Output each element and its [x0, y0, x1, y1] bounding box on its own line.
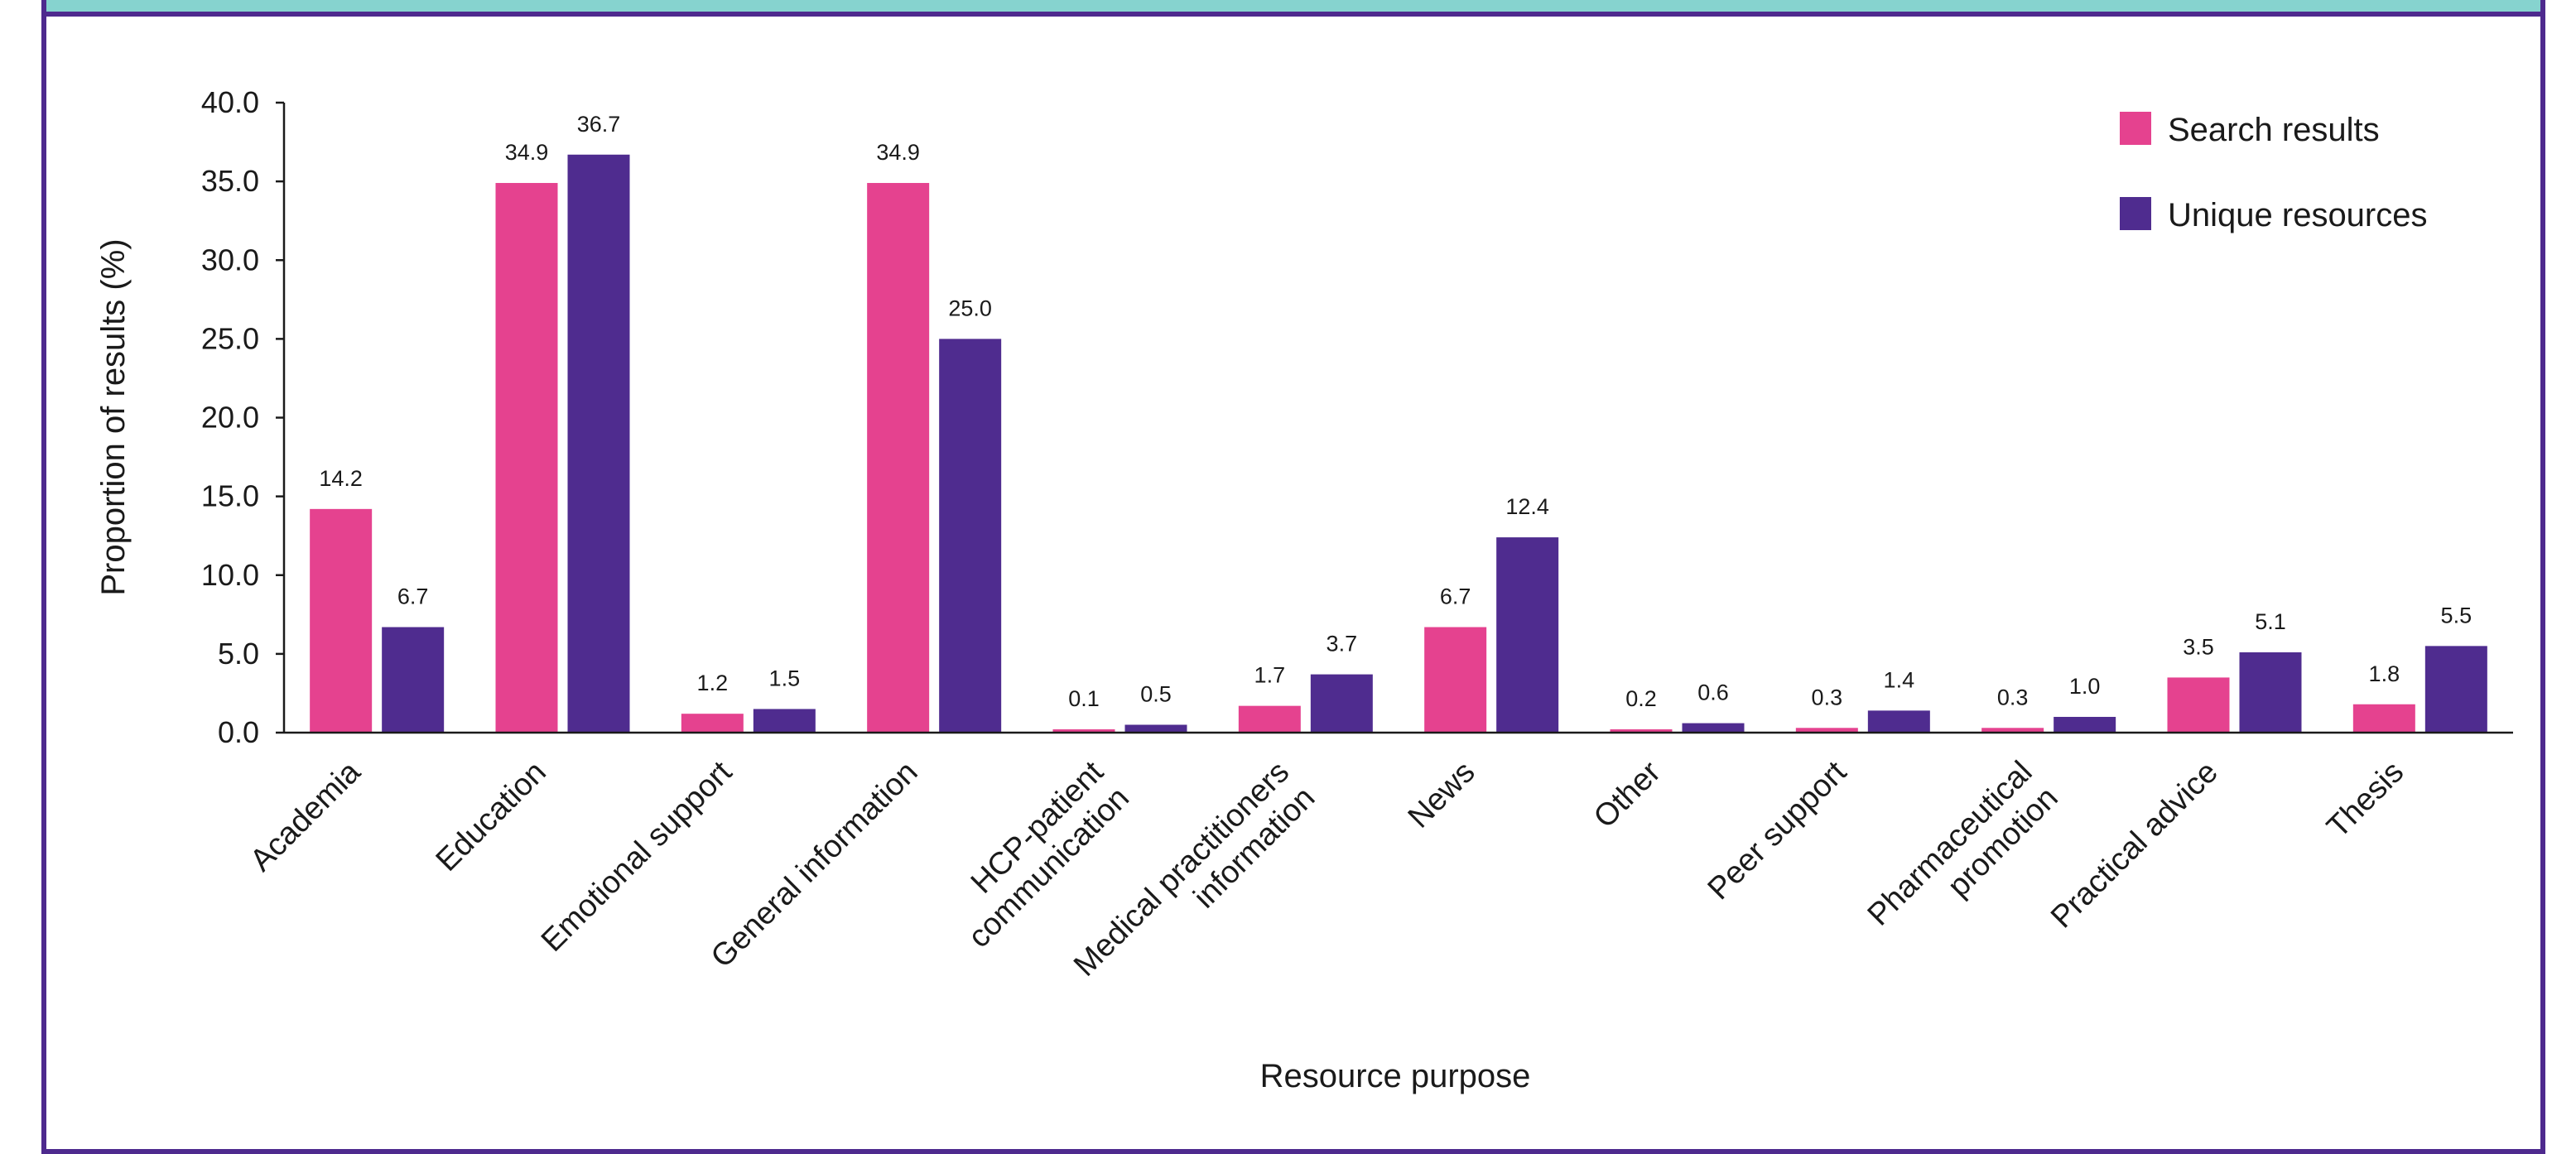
bars — [310, 154, 2487, 733]
y-tick-label: 0.0 — [218, 715, 259, 749]
data-label: 0.5 — [1140, 681, 1172, 706]
category-label: News — [1402, 755, 1482, 835]
y-tick-label: 5.0 — [218, 637, 259, 671]
bar-search-results — [1238, 705, 1301, 733]
category-label-line: News — [1402, 755, 1482, 835]
data-label: 12.4 — [1505, 494, 1549, 519]
data-label: 5.5 — [2441, 603, 2472, 627]
data-label: 25.0 — [948, 296, 992, 320]
data-label: 0.1 — [1068, 686, 1100, 711]
y-tick-label: 25.0 — [201, 321, 259, 355]
bar-unique-resources — [1310, 674, 1373, 733]
bar-unique-resources — [2054, 716, 2116, 733]
data-label: 0.3 — [1812, 685, 1843, 709]
bar-unique-resources — [753, 709, 816, 733]
bar-search-results — [681, 714, 744, 733]
data-label: 1.0 — [2069, 674, 2101, 699]
data-label: 6.7 — [397, 584, 429, 609]
data-label: 1.5 — [769, 666, 801, 690]
category-label: Pharmaceuticalpromotion — [1861, 755, 2065, 959]
y-tick-label: 20.0 — [201, 401, 259, 435]
category-label: General information — [705, 755, 925, 975]
category-label-line: Academia — [243, 754, 368, 878]
category-label: Other — [1587, 754, 1668, 834]
category-label: Emotional support — [535, 754, 739, 959]
data-labels: 14.2 34.9 1.2 34.9 0.1 1.7 6.7 0.2 0.3 0.3 3.5 1.8 6… — [319, 112, 2472, 711]
y-tick-label: 30.0 — [201, 243, 259, 276]
bar-unique-resources — [2424, 646, 2487, 733]
legend-label: Search results — [2168, 112, 2380, 148]
header-border — [41, 12, 2545, 17]
data-label: 14.2 — [319, 466, 363, 491]
bar-search-results — [867, 183, 930, 733]
category-label-line: Education — [430, 755, 553, 878]
data-label: 0.6 — [1697, 680, 1729, 705]
data-label: 1.4 — [1884, 667, 1915, 692]
header-band — [46, 0, 2540, 12]
chart-frame — [41, 0, 2545, 1154]
bar-unique-resources — [939, 339, 1002, 733]
data-label: 0.3 — [1997, 685, 2029, 709]
y-tick-label: 10.0 — [201, 558, 259, 592]
category-label-line: Peer support — [1702, 754, 1854, 906]
y-axis: 0.0 5.0 10.0 15.0 20.0 25.0 30.0 35.0 40.0 — [201, 85, 286, 749]
data-label: 34.9 — [505, 140, 549, 165]
bar-unique-resources — [2239, 652, 2302, 733]
bar-search-results — [1424, 627, 1487, 733]
y-tick-label: 35.0 — [201, 164, 259, 198]
legend: Search results Unique resources — [2120, 112, 2428, 233]
category-label-line: Medical practitioners — [1067, 755, 1296, 983]
bar-unique-resources — [1867, 710, 1930, 733]
bar-search-results — [1981, 728, 2044, 733]
category-label-line: Thesis — [2320, 755, 2410, 845]
category-label: Education — [430, 755, 553, 878]
category-label-line: General information — [705, 755, 925, 975]
data-label: 36.7 — [577, 112, 621, 137]
bar-unique-resources — [382, 627, 445, 733]
bar-search-results — [495, 183, 558, 733]
data-label: 1.8 — [2369, 661, 2400, 686]
data-label: 3.7 — [1327, 632, 1358, 656]
category-label-line: Other — [1587, 754, 1668, 834]
category-label-line: Practical advice — [2044, 755, 2225, 935]
category-label: Peer support — [1702, 754, 1854, 906]
data-label: 3.5 — [2183, 634, 2214, 659]
legend-swatch — [2120, 197, 2151, 230]
category-label: Thesis — [2320, 755, 2410, 845]
data-label: 1.2 — [697, 671, 729, 695]
category-label: Academia — [243, 754, 368, 878]
bar-unique-resources — [1496, 537, 1559, 733]
bar-unique-resources — [567, 154, 630, 733]
bar-search-results — [2167, 677, 2230, 733]
data-label: 5.1 — [2255, 609, 2286, 634]
bar-search-results — [1610, 729, 1673, 733]
legend-swatch — [2120, 112, 2151, 145]
bar-search-results — [1052, 729, 1115, 733]
y-axis-title: Proportion of results (%) — [95, 238, 132, 595]
bar-search-results — [2352, 704, 2415, 733]
category-label: Practical advice — [2044, 755, 2225, 935]
bar-search-results — [310, 508, 373, 733]
x-axis-title: Resource purpose — [1260, 1058, 1531, 1094]
y-tick-label: 15.0 — [201, 479, 259, 513]
data-label: 34.9 — [876, 140, 920, 165]
y-tick-label: 40.0 — [201, 85, 259, 119]
bar-unique-resources — [1124, 724, 1187, 733]
data-label: 1.7 — [1254, 663, 1286, 688]
category-label-line: Emotional support — [535, 754, 739, 959]
data-label: 0.2 — [1625, 686, 1657, 711]
bar-search-results — [1795, 728, 1858, 733]
legend-label: Unique resources — [2168, 197, 2428, 233]
data-label: 6.7 — [1440, 584, 1471, 609]
bar-unique-resources — [1682, 723, 1745, 733]
